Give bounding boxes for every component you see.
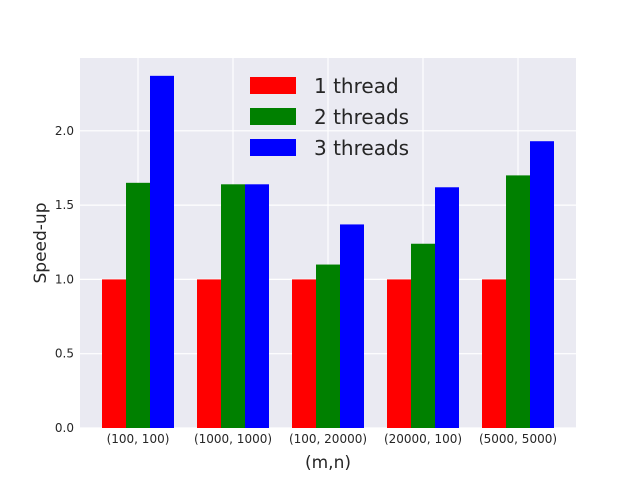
bar: [340, 224, 364, 428]
y-tick-label: 0.0: [55, 421, 74, 435]
x-axis-label: (m,n): [305, 453, 351, 473]
bar: [411, 243, 435, 428]
bar: [387, 279, 411, 428]
bar: [292, 279, 316, 428]
bar: [197, 279, 221, 428]
bar: [316, 264, 340, 428]
x-tick-label: (20000, 100): [384, 432, 462, 446]
bar: [482, 279, 506, 428]
y-tick-label: 2.0: [55, 124, 74, 138]
bar: [126, 182, 150, 428]
bar: [530, 141, 554, 429]
bars: [102, 75, 554, 429]
bar: [435, 187, 459, 428]
y-axis-label: Speed-up: [31, 203, 51, 284]
y-tick-labels: 0.0 0.5 1.0 1.5 2.0: [55, 124, 74, 435]
x-tick-label: (100, 100): [107, 432, 170, 446]
x-tick-label: (100, 20000): [289, 432, 367, 446]
y-tick-label: 0.5: [55, 347, 74, 361]
bar: [245, 184, 269, 428]
x-tick-labels: (100, 100) (1000, 1000) (100, 20000) (20000…: [107, 432, 557, 446]
legend-swatch: [250, 139, 296, 156]
bar: [150, 75, 174, 428]
legend: 1 thread 2 threads 3 threads: [250, 74, 409, 160]
legend-label: 3 threads: [314, 136, 409, 160]
legend-swatch: [250, 108, 296, 125]
x-tick-label: (5000, 5000): [479, 432, 557, 446]
y-tick-label: 1.5: [55, 198, 74, 212]
legend-label: 1 thread: [314, 74, 399, 98]
bar: [506, 175, 530, 428]
legend-swatch: [250, 77, 296, 94]
x-tick-label: (1000, 1000): [194, 432, 272, 446]
bar: [221, 184, 245, 428]
bar: [102, 279, 126, 428]
y-tick-label: 1.0: [55, 272, 74, 286]
legend-label: 2 threads: [314, 105, 409, 129]
